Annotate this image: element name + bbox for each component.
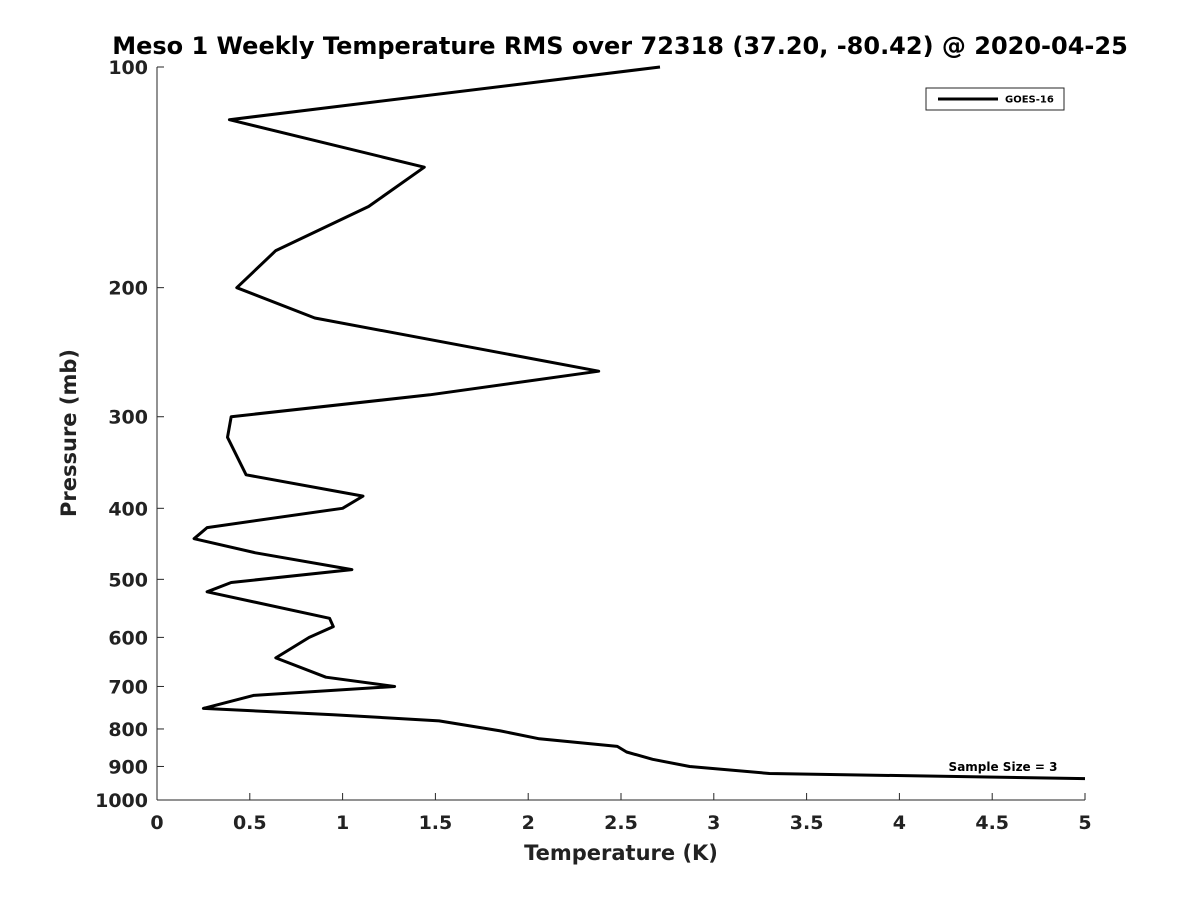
series-line-goes-16 <box>192 65 1086 781</box>
x-tick-label: 1.5 <box>419 812 453 834</box>
y-tick-label: 700 <box>108 676 148 698</box>
legend: GOES-16 <box>925 87 1065 111</box>
x-tick-label: 2 <box>522 812 535 834</box>
y-tick-label: 600 <box>108 627 148 649</box>
sample-size-annotation: Sample Size = 3 <box>949 760 1058 774</box>
x-tick-label: 3.5 <box>790 812 824 834</box>
y-tick-label: 500 <box>108 569 148 591</box>
y-tick-label: 200 <box>108 278 148 300</box>
x-tick-label: 0.5 <box>233 812 267 834</box>
x-tick-label: 4.5 <box>975 812 1009 834</box>
plot-axes <box>156 67 1085 801</box>
x-tick-label: 0 <box>150 812 163 834</box>
legend-label: GOES-16 <box>1005 95 1054 106</box>
y-tick-label: 1000 <box>95 790 148 812</box>
x-axis-label: Temperature (K) <box>524 841 718 865</box>
y-tick-label: 300 <box>108 407 148 429</box>
x-tick-label: 4 <box>893 812 906 834</box>
x-tick-label: 1 <box>336 812 349 834</box>
x-ticks: 0 0.5 1 1.5 2 2.5 3 3.5 4 4.5 5 <box>150 793 1092 834</box>
y-tick-label: 400 <box>108 498 148 520</box>
y-tick-label: 800 <box>108 719 148 741</box>
x-tick-label: 5 <box>1078 812 1091 834</box>
x-tick-label: 2.5 <box>604 812 638 834</box>
chart-title: Meso 1 Weekly Temperature RMS over 72318… <box>112 32 1128 60</box>
y-tick-label: 900 <box>108 756 148 778</box>
series-group <box>192 65 1086 781</box>
y-tick-label: 100 <box>108 57 148 79</box>
y-ticks: 100 200 300 400 500 600 700 800 900 1000 <box>95 57 164 812</box>
y-axis-label: Pressure (mb) <box>57 349 81 517</box>
x-tick-label: 3 <box>707 812 720 834</box>
